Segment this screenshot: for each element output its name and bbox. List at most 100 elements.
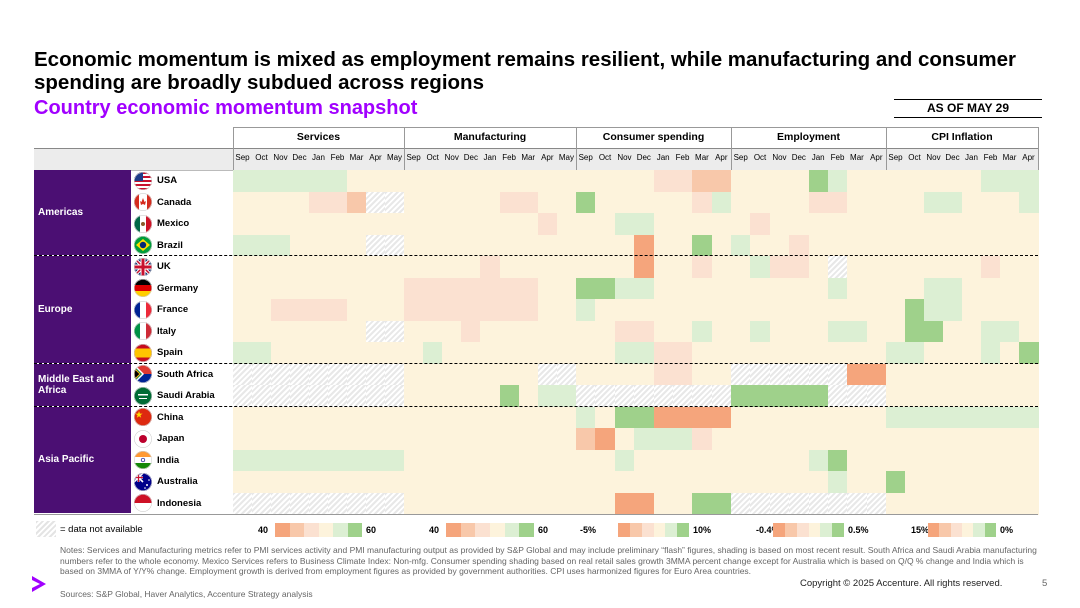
heat-cell [808, 385, 829, 407]
heat-cell [866, 471, 887, 493]
heat-cell [769, 256, 790, 278]
heat-cell [556, 213, 577, 235]
indonesia-flag-icon [134, 494, 152, 512]
heat-cell [309, 385, 329, 407]
heat-cell [271, 428, 291, 450]
heat-cell [309, 170, 329, 192]
heat-cell [653, 342, 674, 364]
heat-cell [556, 234, 577, 257]
heat-cell [672, 363, 693, 386]
heat-cell [271, 385, 291, 407]
country-name: France [157, 304, 189, 315]
heat-cell [866, 213, 887, 235]
heat-cell [943, 191, 963, 214]
heat-cell [981, 191, 1001, 214]
heat-cell [461, 213, 481, 235]
heat-cell [1000, 406, 1020, 429]
heat-cell [653, 406, 674, 429]
heat-cell [385, 363, 405, 386]
heat-cell [556, 191, 577, 214]
heat-cell [962, 342, 982, 364]
heat-cell [962, 428, 982, 450]
group-separator [1038, 127, 1039, 514]
heat-cell [634, 277, 654, 300]
heat-cell [309, 449, 329, 472]
heat-cell [1019, 471, 1039, 493]
region-divider [34, 405, 1038, 407]
region-label: Asia Pacific [34, 406, 131, 513]
heat-cell [614, 342, 635, 364]
group-header: CPI Inflation [931, 131, 993, 143]
heat-cell [252, 277, 272, 300]
heat-cell [347, 449, 367, 472]
month-header: Sep [888, 153, 903, 162]
germany-flag-icon [134, 279, 152, 297]
heat-cell [385, 191, 405, 214]
heat-cell [962, 449, 982, 472]
heat-cell [962, 492, 982, 515]
heat-cell [499, 449, 520, 472]
heat-cell [423, 342, 443, 364]
heat-cell [962, 299, 982, 321]
heat-cell [886, 449, 906, 472]
spain-flag-icon [134, 343, 152, 362]
heat-cell [423, 277, 443, 300]
heat-cell [556, 492, 577, 515]
heat-cell [943, 342, 963, 364]
heat-cell [556, 471, 577, 493]
group-header: Consumer spending [602, 131, 705, 143]
heat-cell [924, 170, 944, 192]
heat-cell [692, 256, 713, 278]
heat-cell [442, 256, 462, 278]
heat-cell [252, 213, 272, 235]
heat-cell [847, 406, 868, 429]
heat-cell [769, 406, 790, 429]
uk-flag-icon [134, 257, 152, 276]
heat-cell [556, 277, 577, 300]
heat-cell [595, 492, 616, 515]
heat-cell [576, 191, 596, 214]
heat-cell [499, 191, 520, 214]
heat-cell [653, 449, 674, 472]
heat-cell [614, 406, 635, 429]
heat-cell [808, 277, 829, 300]
heat-cell [576, 342, 596, 364]
month-header: Mar [850, 153, 864, 162]
heat-cell [847, 363, 868, 386]
heat-cell [576, 299, 596, 321]
heat-cell [480, 363, 501, 386]
heat-cell [518, 385, 539, 407]
heat-cell [537, 406, 558, 429]
heat-cell [653, 492, 674, 515]
heat-cell [769, 492, 790, 515]
heat-cell [924, 299, 944, 321]
heat-cell [271, 363, 291, 386]
heat-cell [480, 191, 501, 214]
month-header: Oct [908, 153, 921, 162]
heat-cell [347, 471, 367, 493]
heat-cell [808, 449, 829, 472]
heat-cell [731, 406, 751, 429]
heat-cell [576, 363, 596, 386]
legend-swatch [333, 523, 348, 537]
heat-cell [404, 363, 424, 386]
heat-cell [924, 213, 944, 235]
month-header: Dec [463, 153, 478, 162]
heat-cell [711, 406, 732, 429]
heat-cell [461, 363, 481, 386]
legend-low-label: -0.4% [756, 525, 780, 535]
heat-cell [480, 342, 501, 364]
heat-cell [789, 191, 809, 214]
heat-cell [328, 342, 348, 364]
legend-swatch [304, 523, 319, 537]
heat-cell [672, 406, 693, 429]
heat-cell [537, 385, 558, 407]
heat-cell [499, 170, 520, 192]
heat-cell [808, 363, 829, 386]
heat-cell [750, 213, 771, 235]
heat-cell [634, 471, 654, 493]
heat-cell [769, 277, 790, 300]
heat-cell [518, 363, 539, 386]
heat-cell [614, 256, 635, 278]
region-divider [34, 255, 1038, 256]
